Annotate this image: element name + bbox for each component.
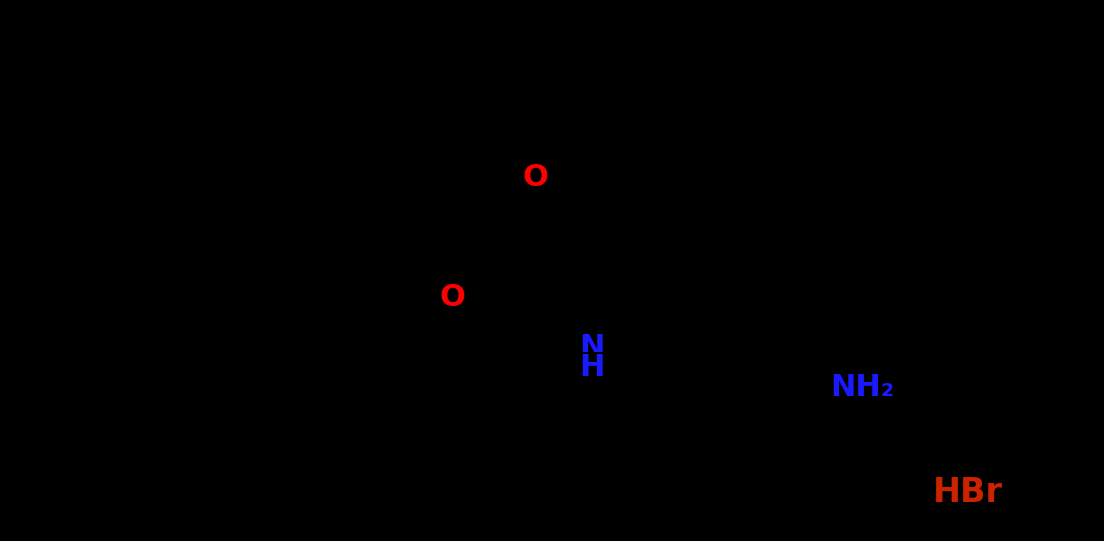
Text: O: O [522,163,548,193]
Text: O: O [439,283,465,313]
Text: H: H [580,353,605,382]
Text: N: N [580,333,605,362]
Text: NH₂: NH₂ [830,373,894,403]
Text: HBr: HBr [933,476,1002,509]
